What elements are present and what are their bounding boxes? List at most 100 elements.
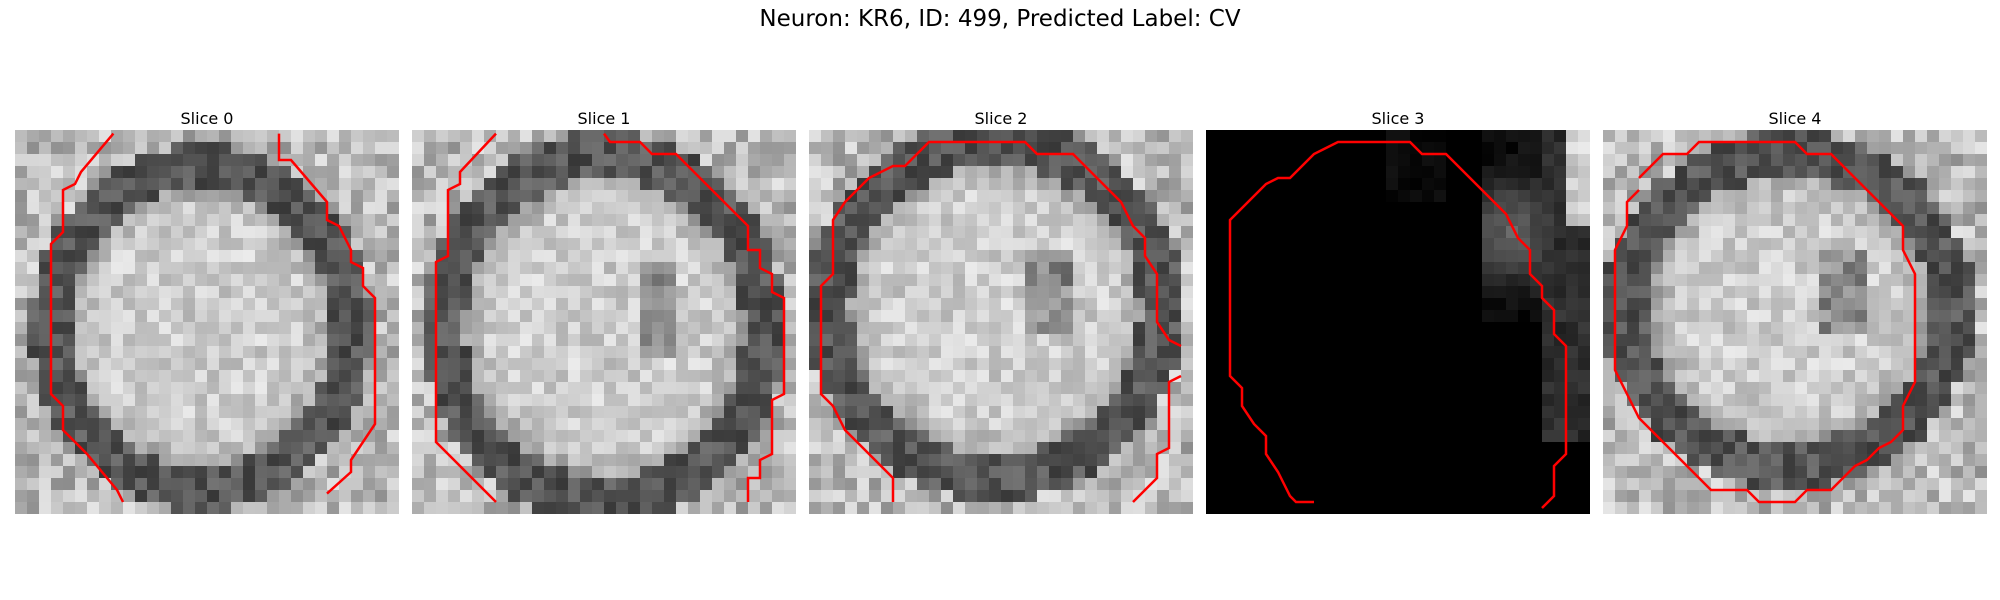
- slice-pixel: [1302, 394, 1314, 406]
- slice-pixel: [1206, 442, 1218, 454]
- slice-pixel: [147, 502, 159, 514]
- slice-pixel: [1542, 442, 1554, 454]
- slice-pixel: [1627, 430, 1639, 442]
- slice-pixel: [1422, 310, 1434, 322]
- slice-pixel: [977, 262, 989, 274]
- slice-pixel: [1434, 190, 1446, 202]
- slice-pixel: [616, 502, 628, 514]
- slice-pixel: [544, 250, 556, 262]
- slice-pixel: [1458, 214, 1470, 226]
- slice-pixel: [15, 394, 27, 406]
- slice-pixel: [977, 298, 989, 310]
- slice-pixel: [387, 190, 399, 202]
- slice-pixel: [327, 334, 339, 346]
- slice-pixel: [1025, 454, 1037, 466]
- slice-pixel: [1218, 298, 1230, 310]
- slice-pixel: [1975, 202, 1987, 214]
- slice-pixel: [1506, 154, 1518, 166]
- slice-pixel: [809, 142, 821, 154]
- slice-pixel: [1578, 298, 1590, 310]
- slice-pixel: [15, 370, 27, 382]
- slice-pixel: [1819, 394, 1831, 406]
- slice-pixel: [1663, 418, 1675, 430]
- slice-pixel: [628, 502, 640, 514]
- slice-pixel: [1903, 130, 1915, 142]
- slice-pixel: [953, 310, 965, 322]
- slice-pixel: [688, 202, 700, 214]
- slice-pixel: [628, 166, 640, 178]
- slice-pixel: [1422, 334, 1434, 346]
- slice-pixel: [1181, 298, 1193, 310]
- slice-pixel: [652, 394, 664, 406]
- slice-pixel: [772, 370, 784, 382]
- slice-pixel: [387, 322, 399, 334]
- slice-pixel: [1013, 214, 1025, 226]
- slice-pixel: [1446, 226, 1458, 238]
- slice-pixel: [111, 382, 123, 394]
- slice-pixel: [1699, 382, 1711, 394]
- slice-pixel: [1242, 478, 1254, 490]
- slice-pixel: [1037, 502, 1049, 514]
- slice-pixel: [1494, 214, 1506, 226]
- slice-pixel: [640, 370, 652, 382]
- slice-pixel: [87, 262, 99, 274]
- slice-pixel: [772, 142, 784, 154]
- slice-pixel: [712, 490, 724, 502]
- slice-pixel: [327, 454, 339, 466]
- slice-pixel: [1350, 418, 1362, 430]
- slice-pixel: [303, 322, 315, 334]
- slice-pixel: [1434, 418, 1446, 430]
- slice-pixel: [1145, 502, 1157, 514]
- slice-pixel: [821, 502, 833, 514]
- slice-pixel: [207, 286, 219, 298]
- slice-pixel: [628, 442, 640, 454]
- slice-pixel: [327, 346, 339, 358]
- slice-pixel: [279, 298, 291, 310]
- slice-pixel: [1242, 430, 1254, 442]
- slice-pixel: [1025, 262, 1037, 274]
- slice-pixel: [989, 142, 1001, 154]
- slice-pixel: [1627, 346, 1639, 358]
- slice-pixel: [1951, 238, 1963, 250]
- slice-pixel: [1410, 382, 1422, 394]
- slice-pixel: [1422, 358, 1434, 370]
- slice-pixel: [845, 250, 857, 262]
- slice-pixel: [412, 418, 424, 430]
- slice-pixel: [1963, 286, 1975, 298]
- slice-pixel: [27, 250, 39, 262]
- slice-pixel: [207, 478, 219, 490]
- slice-pixel: [1927, 178, 1939, 190]
- slice-pixel: [845, 418, 857, 430]
- slice-pixel: [484, 310, 496, 322]
- slice-pixel: [111, 262, 123, 274]
- slice-pixel: [1975, 346, 1987, 358]
- slice-pixel: [1867, 142, 1879, 154]
- slice-pixel: [1843, 382, 1855, 394]
- slice-pixel: [472, 442, 484, 454]
- slice-pixel: [1482, 214, 1494, 226]
- slice-pixel: [448, 502, 460, 514]
- slice-pixel: [351, 478, 363, 490]
- slice-pixel: [1855, 430, 1867, 442]
- slice-pixel: [1783, 166, 1795, 178]
- slice-pixel: [315, 226, 327, 238]
- slice-pixel: [159, 454, 171, 466]
- slice-pixel: [303, 310, 315, 322]
- slice-pixel: [39, 190, 51, 202]
- slice-pixel: [1639, 286, 1651, 298]
- slice-pixel: [1097, 394, 1109, 406]
- slice-pixel: [568, 250, 580, 262]
- slice-pixel: [1085, 466, 1097, 478]
- slice-pixel: [75, 250, 87, 262]
- slice-pixel: [748, 322, 760, 334]
- slice-pixel: [387, 334, 399, 346]
- slice-pixel: [1663, 334, 1675, 346]
- slice-pixel: [1422, 322, 1434, 334]
- slice-pixel: [1819, 334, 1831, 346]
- slice-pixel: [917, 298, 929, 310]
- slice-pixel: [111, 370, 123, 382]
- slice-pixel: [351, 466, 363, 478]
- slice-pixel: [183, 214, 195, 226]
- slice-pixel: [1097, 502, 1109, 514]
- slice-pixel: [1410, 394, 1422, 406]
